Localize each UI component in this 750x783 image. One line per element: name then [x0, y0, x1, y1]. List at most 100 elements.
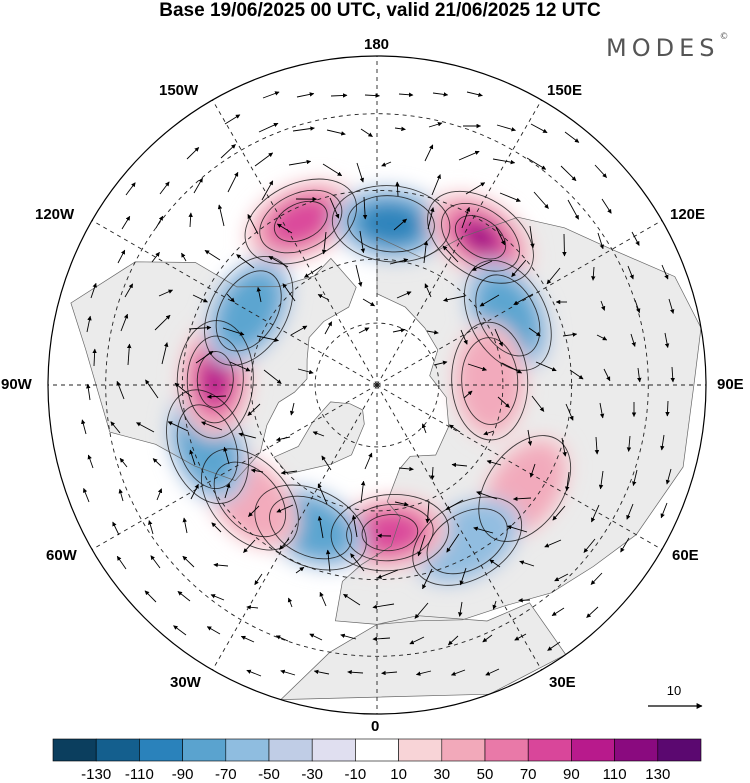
colorbar-tick-label: -10: [344, 766, 367, 783]
colorbar-swatch: [527, 738, 572, 762]
wind-arrow: [529, 225, 535, 249]
meridian-line: [212, 384, 378, 671]
wind-arrow: [529, 463, 536, 478]
wind-arrow: [381, 670, 398, 676]
wind-arrow: [317, 515, 324, 539]
wind-arrow: [295, 566, 305, 574]
wind-arrow: [597, 232, 604, 250]
wind-arrow: [637, 367, 642, 383]
wind-arrow: [394, 501, 409, 507]
wind-arrow: [562, 233, 567, 257]
wind-arrow: [526, 157, 547, 170]
wind-arrow: [280, 470, 298, 475]
wind-arrow: [243, 539, 256, 553]
wind-arrow: [356, 162, 365, 183]
wind-arrow: [227, 171, 239, 193]
wind-arrow: [394, 126, 406, 132]
wind-arrow: [309, 633, 323, 641]
wind-arrow: [372, 636, 391, 642]
wind-arrow: [154, 314, 171, 331]
wind-arrow: [447, 635, 459, 646]
wind-arrow: [355, 264, 363, 287]
wind-arrow: [262, 91, 280, 99]
wind-arrow: [461, 206, 471, 229]
wind-arrow: [560, 165, 577, 182]
wind-arrow: [512, 496, 532, 502]
wind-arrow: [254, 573, 263, 586]
wind-arrow: [86, 315, 92, 333]
wind-arrow: [340, 633, 357, 640]
colorbar-tick-label: -70: [214, 766, 237, 783]
colorbar-tick-label: 130: [645, 766, 671, 783]
meridian-line: [376, 220, 663, 386]
wind-arrow: [423, 240, 429, 264]
wind-arrow: [661, 264, 669, 280]
wind-arrow: [514, 633, 527, 641]
wind-arrow: [492, 158, 516, 165]
land-mass: [273, 401, 365, 474]
wind-arrow: [433, 360, 448, 366]
wind-arrow: [156, 488, 163, 501]
wind-arrow: [482, 634, 493, 643]
lon-label-120w: 120W: [35, 206, 75, 223]
wind-arrow: [158, 289, 174, 297]
wind-arrow: [564, 471, 570, 492]
wind-arrow: [222, 327, 245, 336]
colorbar-swatch: [657, 738, 702, 762]
wind-arrow: [92, 348, 97, 367]
wind-arrow: [513, 293, 534, 305]
wind-arrow: [398, 92, 414, 98]
wind-arrow: [665, 400, 670, 417]
wind-arrow: [443, 295, 466, 302]
wind-arrow: [459, 567, 467, 586]
wind-arrow: [317, 294, 330, 301]
wind-arrow: [431, 174, 441, 196]
wind-arrow: [396, 291, 412, 299]
streamline-contour: [213, 461, 287, 538]
wind-arrow: [554, 573, 569, 582]
colorbar-swatch: [398, 738, 443, 762]
reference-vector: 10: [648, 683, 703, 709]
brand-mark: ©: [719, 32, 729, 42]
wind-arrow: [389, 258, 409, 265]
wind-arrow: [632, 469, 638, 487]
coastline: [279, 602, 567, 700]
wind-arrow: [448, 424, 461, 433]
wind-arrow: [155, 215, 164, 229]
wind-arrow: [660, 502, 668, 519]
wind-arrow: [224, 483, 231, 499]
wind-arrow: [511, 259, 527, 278]
wind-arrow: [442, 245, 459, 263]
colorbar-swatch: [614, 738, 659, 762]
wind-arrow: [110, 421, 121, 434]
wind-arrow: [362, 298, 375, 307]
colorbar-swatch: [139, 738, 183, 762]
streamline-contour: [463, 259, 552, 371]
wind-arrow: [351, 514, 358, 538]
wind-arrow: [519, 560, 535, 567]
wind-arrow: [182, 555, 195, 568]
wind-arrow: [479, 294, 500, 307]
wind-arrow: [201, 421, 223, 431]
wind-arrow: [116, 555, 127, 570]
graticule-layer: [48, 56, 706, 714]
lon-label-150w: 150W: [159, 82, 199, 99]
wind-arrow: [159, 181, 170, 195]
colorbar-swatch: [268, 738, 313, 762]
wind-arrow: [210, 594, 225, 601]
wind-arrow: [193, 177, 203, 194]
coastline: [334, 216, 702, 625]
wind-arrow: [279, 538, 290, 550]
streamline-contour: [269, 495, 353, 560]
reference-vector-label: 10: [667, 683, 681, 698]
wind-arrow: [668, 298, 675, 314]
colorbar-swatch: [311, 738, 356, 762]
wind-arrow: [254, 152, 274, 167]
colorbar-tick-label: -110: [124, 766, 154, 783]
wind-arrow: [626, 435, 632, 452]
wind-arrow: [119, 457, 128, 468]
streamline-contour: [273, 200, 328, 243]
wind-arrow: [174, 382, 193, 398]
streamline-contour: [478, 435, 572, 542]
wind-arrow: [188, 325, 212, 330]
